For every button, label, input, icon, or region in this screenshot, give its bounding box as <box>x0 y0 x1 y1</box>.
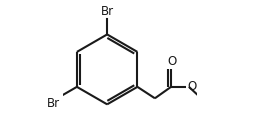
Text: Br: Br <box>101 5 114 18</box>
Text: O: O <box>187 80 196 93</box>
Text: O: O <box>167 55 176 68</box>
Text: Br: Br <box>47 97 60 110</box>
